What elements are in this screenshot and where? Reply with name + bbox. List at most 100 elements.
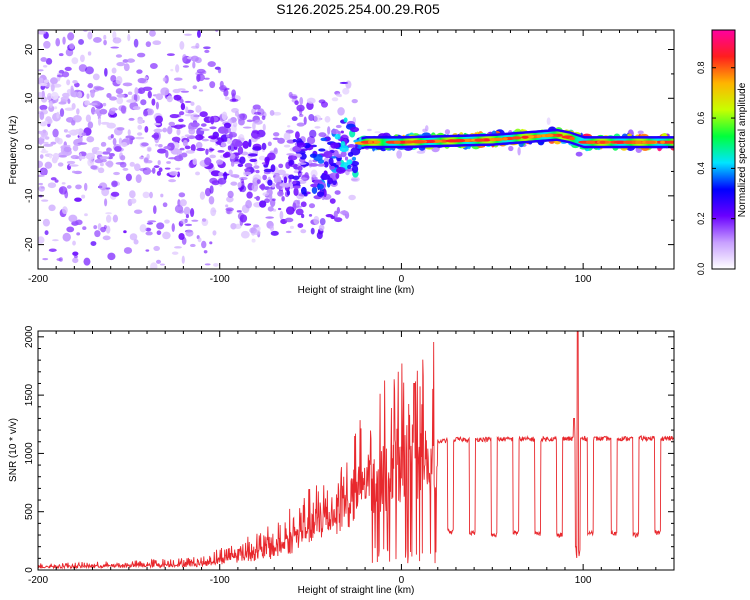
spectrogram-cell — [129, 233, 138, 241]
spectrogram-cell — [150, 262, 158, 269]
spectrogram-cell — [117, 19, 123, 27]
spectrogram-cell — [120, 154, 126, 161]
spectrogram-cell — [104, 67, 108, 77]
spectrogram-cell — [224, 151, 231, 158]
spectrogram-cell — [297, 162, 307, 165]
snr-y-axis-label: SNR (10 * v/v) — [8, 418, 19, 482]
spectrogram-cell — [74, 82, 80, 88]
spectrogram-cell — [295, 208, 304, 216]
spectrogram-cell — [192, 158, 198, 165]
spectrogram-cell — [188, 127, 196, 135]
spectrogram-cell — [153, 128, 163, 133]
spectrogram-cell — [264, 156, 270, 164]
spectrogram-cell — [253, 111, 262, 115]
spectrogram-cell — [311, 186, 318, 194]
spectrogram-cell — [143, 157, 149, 163]
spectrogram-cell — [61, 182, 66, 185]
spectrogram-cell — [177, 148, 182, 154]
spectrogram-cell — [39, 82, 48, 87]
spectrogram-cell — [156, 230, 162, 236]
spectrogram-cell — [181, 152, 188, 158]
spectrogram-cell — [209, 148, 215, 151]
spectrogram-cell — [169, 171, 179, 176]
spectrogram-cell — [331, 97, 339, 102]
spectrogram-cell — [474, 138, 485, 142]
spectrogram-cell — [52, 152, 60, 161]
spectrogram-cell — [181, 255, 185, 264]
spectrogram-cell — [110, 134, 114, 139]
spectrogram-cell — [147, 220, 157, 223]
spectrogram-cell — [329, 165, 336, 170]
colorbar: 0.0 0.2 0.4 0.6 0.8 Normalized spectral ampl… — [696, 29, 748, 275]
spectrogram-cell — [67, 98, 71, 104]
spectrogram-cell — [493, 137, 504, 141]
spectrogram-cell — [292, 145, 302, 153]
spectrogram-cell — [637, 130, 644, 135]
spectrogram-cell — [179, 147, 185, 151]
spectrogram-cell — [228, 169, 233, 176]
spectrogram-cell — [292, 175, 300, 181]
spectrogram-cell — [272, 198, 276, 202]
spectrogram-cell — [90, 241, 97, 246]
spectrogram-cell — [185, 106, 189, 114]
spectrogram-cell — [170, 68, 174, 72]
spectrogram-cell — [140, 99, 147, 106]
spectrogram-cell — [151, 134, 159, 139]
spectrogram-cell — [308, 163, 319, 167]
spectrogram-cell — [168, 121, 176, 127]
spectrogram-cell — [323, 151, 333, 159]
spectrogram-cell — [62, 36, 66, 45]
spectrogram-cell — [82, 30, 89, 33]
spectrogram-cell — [64, 190, 69, 199]
spectrogram-cell — [164, 219, 170, 224]
spectrogram-cell — [102, 102, 107, 107]
spectrogram-cell — [204, 49, 210, 53]
spectrogram-cell — [254, 196, 261, 200]
spectrogram-cell — [574, 135, 577, 143]
spectrogram-cell — [576, 136, 579, 144]
spectrogram-cell — [38, 69, 44, 72]
spectrogram-cell — [156, 222, 165, 230]
spectrogram-cell — [180, 219, 188, 225]
spectrogram-cell — [189, 243, 196, 248]
spectrogram-cell — [136, 132, 143, 136]
spectrogram-cell — [84, 100, 91, 106]
snr-y-tick-label: 2000 — [24, 325, 35, 348]
spectrogram-cell — [162, 20, 168, 22]
spectrogram-cell — [634, 140, 642, 144]
spectrogram-cell — [223, 128, 229, 135]
spectrogram-cell — [115, 54, 123, 58]
spectrogram-cell — [44, 161, 53, 169]
spectrogram-cell — [240, 178, 245, 184]
spectrogram-cell — [57, 74, 64, 78]
spectrogram-cell — [204, 263, 211, 266]
spectrogram-cell — [329, 198, 336, 204]
spectrogram-cell — [59, 108, 65, 117]
spectrogram-cell — [288, 159, 295, 165]
spectrogram-cell — [277, 207, 282, 211]
spectrogram-cell — [546, 117, 551, 125]
spectrogram-cell — [39, 111, 45, 120]
spectrogram-cell — [318, 132, 327, 138]
spectrogram-cell — [511, 136, 522, 140]
spectrogram-cell — [48, 248, 57, 252]
spectrogram-cell — [333, 210, 338, 219]
spectrogram-cell — [335, 124, 342, 129]
spectrogram-cell — [93, 225, 98, 230]
spectrogram-cell — [173, 155, 184, 162]
spectrogram-cell — [111, 67, 117, 74]
spectrogram-cell — [309, 129, 317, 138]
spectrogram-cell — [130, 198, 137, 204]
spectrogram-cell — [404, 140, 413, 144]
spectrogram-cell — [107, 7, 115, 14]
spectrogram-y-tick-label: 20 — [24, 44, 35, 56]
spectrogram-cell — [125, 135, 134, 139]
spectrogram-cell — [325, 213, 334, 218]
spectrogram-cell — [340, 210, 349, 215]
spectrogram-cell — [258, 200, 267, 208]
spectrogram-cell — [52, 128, 59, 138]
spectrogram-cell — [178, 209, 184, 214]
spectrogram-cell — [139, 0, 145, 1]
spectrogram-cell — [135, 22, 140, 25]
